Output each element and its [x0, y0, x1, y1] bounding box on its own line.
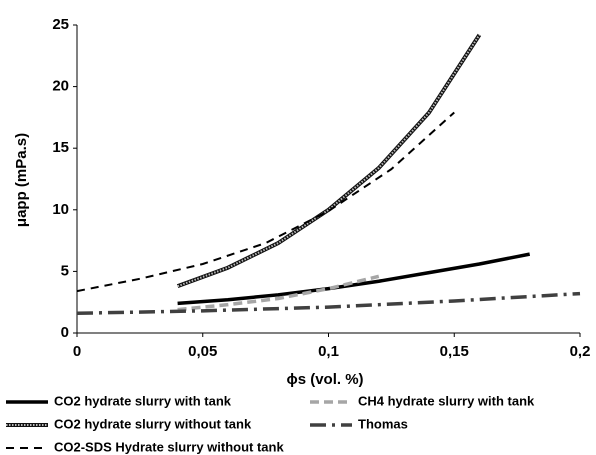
series-line: [76, 111, 455, 293]
x-axis-label: ϕs (vol. %): [286, 371, 363, 388]
legend-label: CO2 hydrate slurry with tank: [54, 393, 232, 408]
series-line: [76, 291, 581, 316]
y-tick-label: 25: [52, 16, 69, 33]
x-tick-label: 0,15: [440, 343, 469, 360]
series-line: [176, 33, 482, 289]
series-line-hatch: [177, 34, 481, 288]
y-tick-label: 10: [52, 201, 69, 218]
y-tick-label: 15: [52, 139, 69, 156]
y-tick-label: 20: [52, 78, 69, 95]
x-tick-label: 0,05: [188, 343, 217, 360]
x-tick-label: 0,2: [570, 343, 591, 360]
legend-label: CO2 hydrate slurry without tank: [54, 416, 252, 431]
series-line: [177, 252, 531, 306]
x-tick-label: 0,1: [318, 343, 339, 360]
y-tick-label: 0: [61, 324, 69, 341]
legend-label: Thomas: [358, 416, 408, 431]
x-tick-label: 0: [73, 343, 81, 360]
legend-label: CO2-SDS Hydrate slurry without tank: [54, 439, 284, 454]
legend-label: CH4 hydrate slurry with tank: [358, 393, 535, 408]
y-axis-label: μapp (mPa.s): [13, 133, 30, 227]
series-line: [177, 274, 380, 312]
y-tick-label: 5: [61, 262, 69, 279]
